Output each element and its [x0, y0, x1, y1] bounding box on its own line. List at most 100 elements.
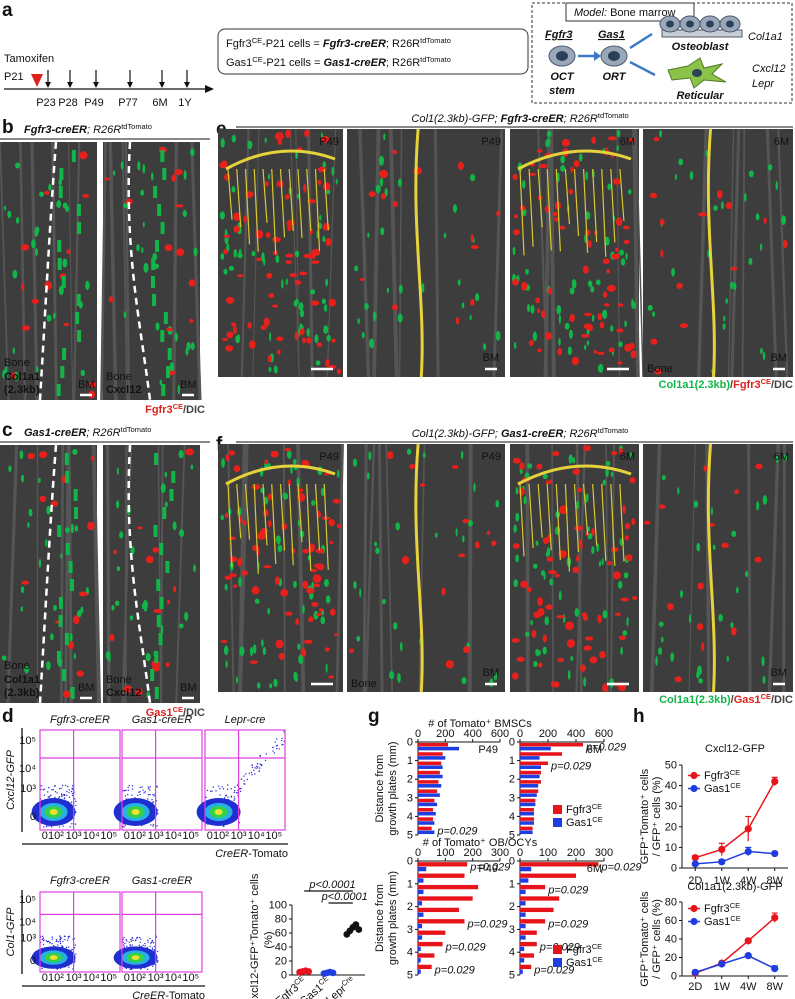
cell [619, 447, 623, 456]
micrograph [218, 443, 344, 693]
texture [377, 443, 384, 693]
cell [182, 210, 187, 218]
bar [520, 802, 536, 807]
bone-edge [127, 444, 152, 704]
texture [240, 128, 250, 378]
event [129, 945, 132, 947]
axis-label: Cxcl12-GFP [5, 749, 17, 810]
axis-label: GFP⁺Tomato⁺ cells [639, 891, 651, 987]
cell [445, 660, 455, 669]
cell [495, 331, 501, 341]
cell [582, 265, 589, 274]
definition-box [217, 28, 529, 75]
micrograph [347, 128, 505, 378]
cell [38, 477, 41, 484]
event [42, 943, 45, 946]
cell [184, 611, 189, 621]
cell [615, 612, 621, 617]
event [49, 795, 51, 797]
cell [726, 655, 730, 662]
bar [418, 873, 465, 878]
cell [535, 297, 540, 304]
cell [275, 255, 280, 264]
event [43, 939, 45, 941]
event [66, 790, 68, 793]
event [71, 787, 73, 789]
event [41, 935, 44, 938]
growth-plate [517, 149, 632, 171]
event [246, 778, 249, 781]
cell [241, 570, 248, 576]
cell [76, 204, 81, 216]
cell [563, 613, 566, 624]
cell [315, 548, 325, 554]
bar [520, 896, 560, 901]
cell [613, 571, 621, 580]
bar [520, 808, 534, 812]
cell [570, 655, 574, 661]
axis-label: Distance from [374, 755, 386, 823]
cell [558, 314, 561, 325]
cell [58, 597, 63, 609]
cell [565, 621, 574, 631]
cell [275, 639, 284, 649]
y-tick-label: 0 [281, 970, 287, 982]
cell [228, 450, 236, 456]
bar [520, 884, 546, 890]
cell [762, 351, 766, 361]
cell [137, 161, 141, 171]
cell [572, 566, 580, 574]
event [42, 789, 44, 791]
cell [306, 328, 310, 337]
trabecula [546, 168, 552, 251]
cell [527, 463, 533, 469]
cell [156, 615, 161, 627]
cell [629, 452, 633, 460]
cell [552, 211, 558, 217]
text-part: Gas1-creER [324, 57, 386, 69]
cell [87, 521, 95, 531]
event [54, 790, 57, 793]
cell [165, 561, 170, 573]
cell [556, 615, 565, 619]
texture [777, 128, 789, 378]
texture [372, 128, 381, 378]
nucleus [608, 51, 620, 61]
timepoint: 6M [620, 451, 635, 463]
y-tick-label: 2 [509, 774, 515, 786]
cell [560, 164, 566, 172]
cell [457, 279, 461, 286]
flow-tick-label: 10⁴ [83, 830, 100, 842]
text-part: ; [495, 428, 501, 440]
cell [586, 340, 590, 346]
micrograph [218, 128, 343, 378]
bar [520, 912, 526, 917]
event [74, 960, 76, 963]
event [156, 950, 159, 953]
point [744, 937, 752, 945]
cell [74, 507, 79, 519]
panel-letter: g [368, 706, 380, 727]
cell [311, 248, 321, 256]
event [243, 775, 245, 777]
bar [520, 830, 533, 835]
arrow [629, 60, 656, 77]
cell [303, 183, 307, 193]
cell [298, 654, 304, 665]
cell [624, 343, 632, 352]
cell [655, 656, 658, 666]
cell [461, 677, 467, 685]
cell [368, 451, 372, 461]
cell [277, 544, 283, 553]
annotation: p=0.029 [469, 862, 510, 874]
texture [282, 443, 286, 693]
axis-label: Distance from [374, 884, 386, 952]
cell [276, 536, 281, 545]
cell [452, 204, 458, 213]
cell [160, 222, 165, 234]
cell [688, 614, 692, 624]
cell [289, 273, 298, 278]
event [153, 795, 156, 797]
cell [582, 445, 591, 452]
event [257, 766, 259, 768]
